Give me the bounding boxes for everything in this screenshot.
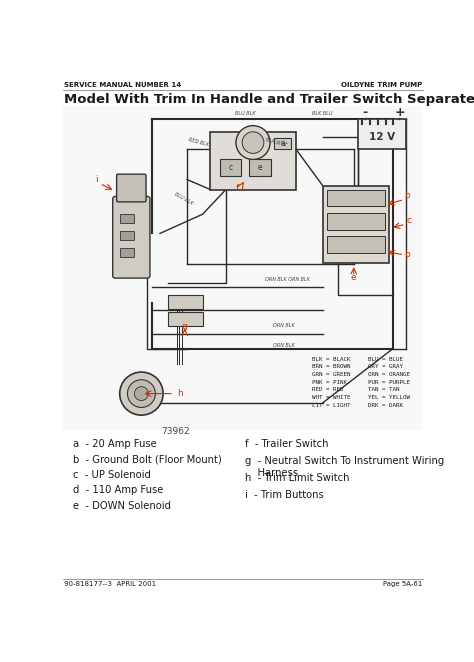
Bar bbox=[327, 236, 385, 253]
Text: ORN BLK ORN BLK: ORN BLK ORN BLK bbox=[265, 277, 310, 282]
Text: WHT = WHITE: WHT = WHITE bbox=[312, 395, 350, 400]
Text: b: b bbox=[404, 250, 410, 259]
Text: ORN BLK: ORN BLK bbox=[273, 323, 295, 328]
Bar bbox=[120, 248, 134, 258]
Text: OILDYNE TRIM PUMP: OILDYNE TRIM PUMP bbox=[341, 82, 422, 88]
Text: e: e bbox=[351, 273, 356, 281]
Text: c  - UP Solenoid: c - UP Solenoid bbox=[73, 470, 151, 480]
Text: BLK BLU: BLK BLU bbox=[312, 111, 333, 116]
Circle shape bbox=[135, 387, 148, 401]
Text: f  - Trailer Switch: f - Trailer Switch bbox=[245, 439, 329, 449]
Bar bbox=[120, 231, 134, 240]
Text: Page 5A-61: Page 5A-61 bbox=[383, 581, 422, 587]
Text: ORN BLK: ORN BLK bbox=[273, 343, 295, 348]
Text: RED BLK: RED BLK bbox=[188, 138, 210, 148]
Text: PNK = PINK: PNK = PINK bbox=[312, 380, 347, 385]
Circle shape bbox=[128, 380, 155, 407]
Text: b: b bbox=[404, 191, 410, 200]
Bar bbox=[357, 119, 406, 149]
Text: e  - DOWN Solenoid: e - DOWN Solenoid bbox=[73, 500, 171, 510]
Text: h: h bbox=[177, 389, 183, 398]
Bar bbox=[210, 132, 296, 189]
Text: GRN = GREEN: GRN = GREEN bbox=[312, 372, 350, 377]
Circle shape bbox=[242, 132, 264, 154]
Text: ORN = ORANGE: ORN = ORANGE bbox=[368, 372, 410, 377]
Text: i  - Trim Buttons: i - Trim Buttons bbox=[245, 490, 324, 500]
Text: BLU BLK: BLU BLK bbox=[173, 191, 193, 206]
Text: c: c bbox=[406, 216, 411, 224]
Circle shape bbox=[120, 372, 163, 415]
Text: TAN = TAN: TAN = TAN bbox=[368, 387, 399, 393]
Text: BLU BLK: BLU BLK bbox=[235, 111, 255, 116]
Text: a  - 20 Amp Fuse: a - 20 Amp Fuse bbox=[73, 439, 157, 449]
Text: i: i bbox=[95, 175, 98, 184]
Text: BLU = BLUE: BLU = BLUE bbox=[368, 357, 403, 361]
Text: d  - 110 Amp Fuse: d - 110 Amp Fuse bbox=[73, 485, 164, 495]
Text: 90-818177--3  APRIL 2001: 90-818177--3 APRIL 2001 bbox=[64, 581, 156, 587]
Bar bbox=[274, 138, 291, 149]
Text: BLK WHT: BLK WHT bbox=[265, 137, 288, 148]
Text: BLK = BLACK: BLK = BLACK bbox=[312, 357, 350, 361]
Bar bbox=[168, 295, 202, 309]
Bar bbox=[63, 107, 423, 430]
Text: h  - Trim Limit Switch: h - Trim Limit Switch bbox=[245, 473, 350, 483]
Bar bbox=[327, 213, 385, 230]
Text: YEL = YELLOW: YEL = YELLOW bbox=[368, 395, 410, 400]
FancyBboxPatch shape bbox=[117, 174, 146, 202]
Text: g  - Neutral Switch To Instrument Wiring
    Harness: g - Neutral Switch To Instrument Wiring … bbox=[245, 456, 445, 477]
Text: LIT = LIGHT: LIT = LIGHT bbox=[312, 403, 350, 408]
Text: 12 V: 12 V bbox=[369, 132, 395, 142]
Circle shape bbox=[236, 126, 270, 160]
Text: a: a bbox=[280, 139, 285, 148]
Bar bbox=[327, 189, 385, 207]
Bar bbox=[120, 214, 134, 224]
Text: SERVICE MANUAL NUMBER 14: SERVICE MANUAL NUMBER 14 bbox=[64, 82, 181, 88]
Bar bbox=[168, 312, 202, 326]
Text: b  - Ground Bolt (Floor Mount): b - Ground Bolt (Floor Mount) bbox=[73, 454, 222, 465]
Bar bbox=[249, 159, 271, 175]
Text: Model With Trim In Handle and Trailer Switch Separate: Model With Trim In Handle and Trailer Sw… bbox=[64, 93, 474, 105]
Bar bbox=[219, 159, 241, 175]
Text: -: - bbox=[363, 107, 368, 119]
Text: f: f bbox=[236, 184, 239, 193]
Text: PUR = PURPLE: PUR = PURPLE bbox=[368, 380, 410, 385]
Text: +: + bbox=[394, 107, 405, 119]
Text: g: g bbox=[182, 322, 188, 331]
Text: DRK = DARK: DRK = DARK bbox=[368, 403, 403, 408]
Bar bbox=[323, 186, 389, 263]
Text: e: e bbox=[258, 163, 262, 171]
FancyBboxPatch shape bbox=[113, 197, 150, 278]
Text: c: c bbox=[228, 163, 233, 171]
Text: 73962: 73962 bbox=[161, 428, 190, 436]
Text: GRY = GRAY: GRY = GRAY bbox=[368, 364, 403, 369]
Text: RED = RED: RED = RED bbox=[312, 387, 343, 393]
Text: BRN = BROWN: BRN = BROWN bbox=[312, 364, 350, 369]
